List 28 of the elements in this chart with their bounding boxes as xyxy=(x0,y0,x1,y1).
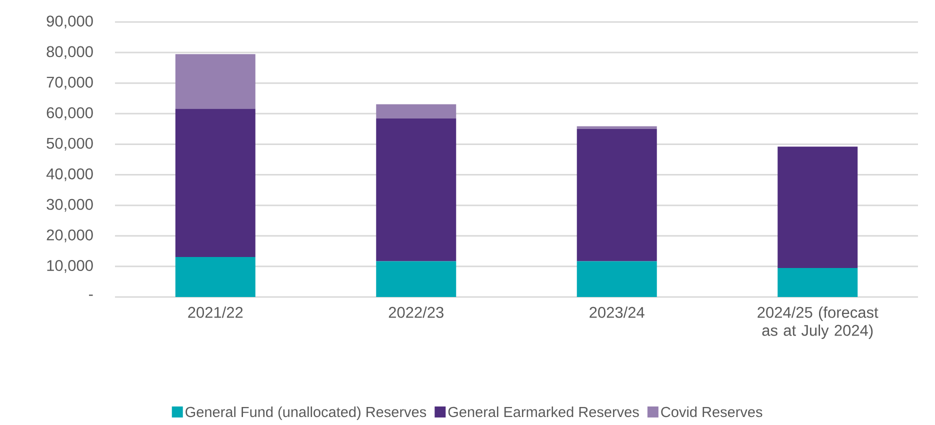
bar xyxy=(778,268,858,297)
y-tick-label: 60,000 xyxy=(46,107,93,120)
x-tick-label: 2022/23 xyxy=(388,306,444,318)
y-tick-label: 20,000 xyxy=(46,229,93,242)
x-tick-label: 2024/25 (forecast as at July 2024) xyxy=(758,306,878,339)
y-tick-label: - xyxy=(89,294,93,296)
bar xyxy=(778,146,858,268)
bar xyxy=(175,54,256,109)
bar xyxy=(576,128,657,262)
legend-label: General Fund (unallocated) Reserves xyxy=(186,406,426,420)
legend-label: General Earmarked Reserves xyxy=(448,406,639,418)
y-tick-label: 30,000 xyxy=(46,198,93,212)
x-tick-label: 2021/22 xyxy=(188,306,243,318)
bar xyxy=(376,104,456,119)
y-tick-label: 80,000 xyxy=(46,46,93,59)
legend-label: Covid Reserves xyxy=(661,406,762,418)
y-tick-label: 90,000 xyxy=(46,16,93,28)
y-tick-label: 40,000 xyxy=(46,168,93,182)
bar xyxy=(376,118,456,262)
bar xyxy=(175,108,256,257)
x-tick-label: 2023/24 xyxy=(590,306,644,318)
y-tick-label: 70,000 xyxy=(46,76,93,90)
y-tick-label: 10,000 xyxy=(47,260,93,273)
y-tick-label: 50,000 xyxy=(46,138,93,151)
bar xyxy=(175,256,256,297)
bar xyxy=(576,261,657,297)
bar xyxy=(576,126,657,129)
bar xyxy=(376,261,456,297)
